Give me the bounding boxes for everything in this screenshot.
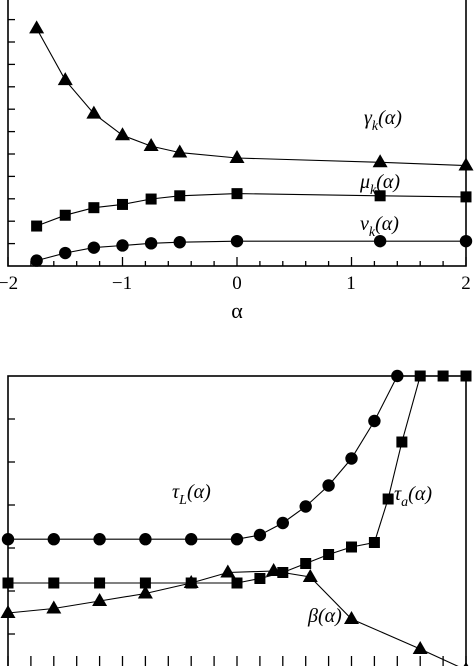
data-point-square xyxy=(139,577,151,589)
bottom-series-markers xyxy=(0,369,472,666)
data-point-square xyxy=(145,193,157,205)
data-point-triangle xyxy=(183,574,199,588)
data-point-circle xyxy=(459,234,473,248)
top-x-tick-label: 2 xyxy=(461,273,471,294)
series-line-0 xyxy=(36,28,467,167)
data-point-square xyxy=(254,573,266,584)
data-point-square xyxy=(346,541,357,553)
data-point-circle xyxy=(144,237,158,250)
data-point-square xyxy=(414,370,426,382)
bottom-panel: τL(α) τa(α) β(α) xyxy=(0,369,472,666)
data-point-triangle xyxy=(229,149,245,163)
data-point-square xyxy=(88,202,100,214)
data-point-circle xyxy=(373,234,387,248)
data-point-square xyxy=(231,188,243,200)
series-line-0 xyxy=(8,375,398,540)
data-point-square xyxy=(48,577,60,589)
data-point-circle xyxy=(391,369,404,383)
series-line-1 xyxy=(36,193,467,227)
data-point-square xyxy=(382,493,394,505)
data-point-square xyxy=(374,190,386,202)
data-point-circle xyxy=(93,533,106,546)
top-series-markers xyxy=(29,20,474,267)
data-point-square xyxy=(94,577,106,589)
annotation-tau-a: τa(α) xyxy=(394,483,432,510)
data-point-square xyxy=(117,198,128,210)
data-point-circle xyxy=(30,254,43,267)
data-point-square xyxy=(396,436,408,448)
annotation-mu-k: μk(α) xyxy=(359,171,400,198)
data-point-circle xyxy=(230,533,244,546)
annotation-beta: β(α) xyxy=(307,605,342,627)
data-point-circle xyxy=(230,234,244,248)
bottom-series-lines xyxy=(7,375,466,666)
data-point-triangle xyxy=(57,72,73,86)
data-point-triangle xyxy=(344,610,359,624)
data-point-square xyxy=(323,549,335,560)
top-series-lines xyxy=(36,28,467,262)
top-panel: −2 −1 0 1 2 α γk(α) μk(α) νk(α) xyxy=(0,0,474,323)
data-point-square xyxy=(59,209,71,221)
data-point-triangle xyxy=(463,661,469,666)
data-point-circle xyxy=(139,533,152,546)
data-point-circle xyxy=(173,236,186,249)
data-point-square xyxy=(2,577,14,589)
bottom-plot-frame xyxy=(7,375,467,666)
top-x-tick-label: 1 xyxy=(346,273,356,294)
data-point-circle xyxy=(253,528,267,542)
data-point-triangle xyxy=(302,568,318,582)
data-point-circle xyxy=(185,533,198,546)
data-point-square xyxy=(437,370,449,382)
data-point-circle xyxy=(322,479,335,492)
top-x-axis-title: α xyxy=(231,298,243,323)
data-point-circle xyxy=(1,533,15,546)
data-point-triangle xyxy=(266,562,282,576)
data-point-triangle xyxy=(143,138,159,152)
data-point-circle xyxy=(368,414,381,428)
top-x-tick-label: −2 xyxy=(0,273,18,294)
data-point-square xyxy=(460,191,472,203)
data-point-triangle xyxy=(86,105,102,119)
data-point-triangle xyxy=(137,585,153,599)
data-point-triangle xyxy=(372,154,388,168)
data-point-square xyxy=(231,577,243,589)
data-point-square xyxy=(300,558,312,569)
data-point-triangle xyxy=(92,592,108,606)
data-point-circle xyxy=(299,500,312,513)
data-point-triangle xyxy=(29,20,45,34)
top-x-tick-label: 0 xyxy=(232,273,242,294)
top-x-tick-label: −1 xyxy=(112,273,132,294)
annotation-nu-k: νk(α) xyxy=(360,213,399,240)
data-point-circle xyxy=(87,241,101,254)
data-point-circle xyxy=(47,533,60,546)
series-line-2 xyxy=(36,240,466,262)
data-point-triangle xyxy=(46,600,62,614)
data-point-triangle xyxy=(220,564,236,578)
annotation-gamma-k: γk(α) xyxy=(364,107,402,134)
data-point-circle xyxy=(276,516,289,530)
bottom-ticks xyxy=(7,418,467,666)
data-point-square xyxy=(277,567,289,578)
data-point-triangle xyxy=(0,604,16,618)
series-line-1 xyxy=(8,375,466,584)
data-point-square xyxy=(460,370,472,382)
data-point-square xyxy=(174,190,186,202)
top-ticks xyxy=(7,18,467,266)
data-point-triangle xyxy=(115,127,130,141)
annotation-tau-l: τL(α) xyxy=(172,481,211,508)
data-point-triangle xyxy=(458,157,474,171)
data-point-triangle xyxy=(412,640,428,654)
data-point-triangle xyxy=(172,144,188,158)
data-point-circle xyxy=(116,239,129,252)
data-point-square xyxy=(368,537,380,548)
data-point-circle xyxy=(345,452,358,465)
data-point-circle xyxy=(59,246,72,260)
data-point-square xyxy=(31,220,43,232)
